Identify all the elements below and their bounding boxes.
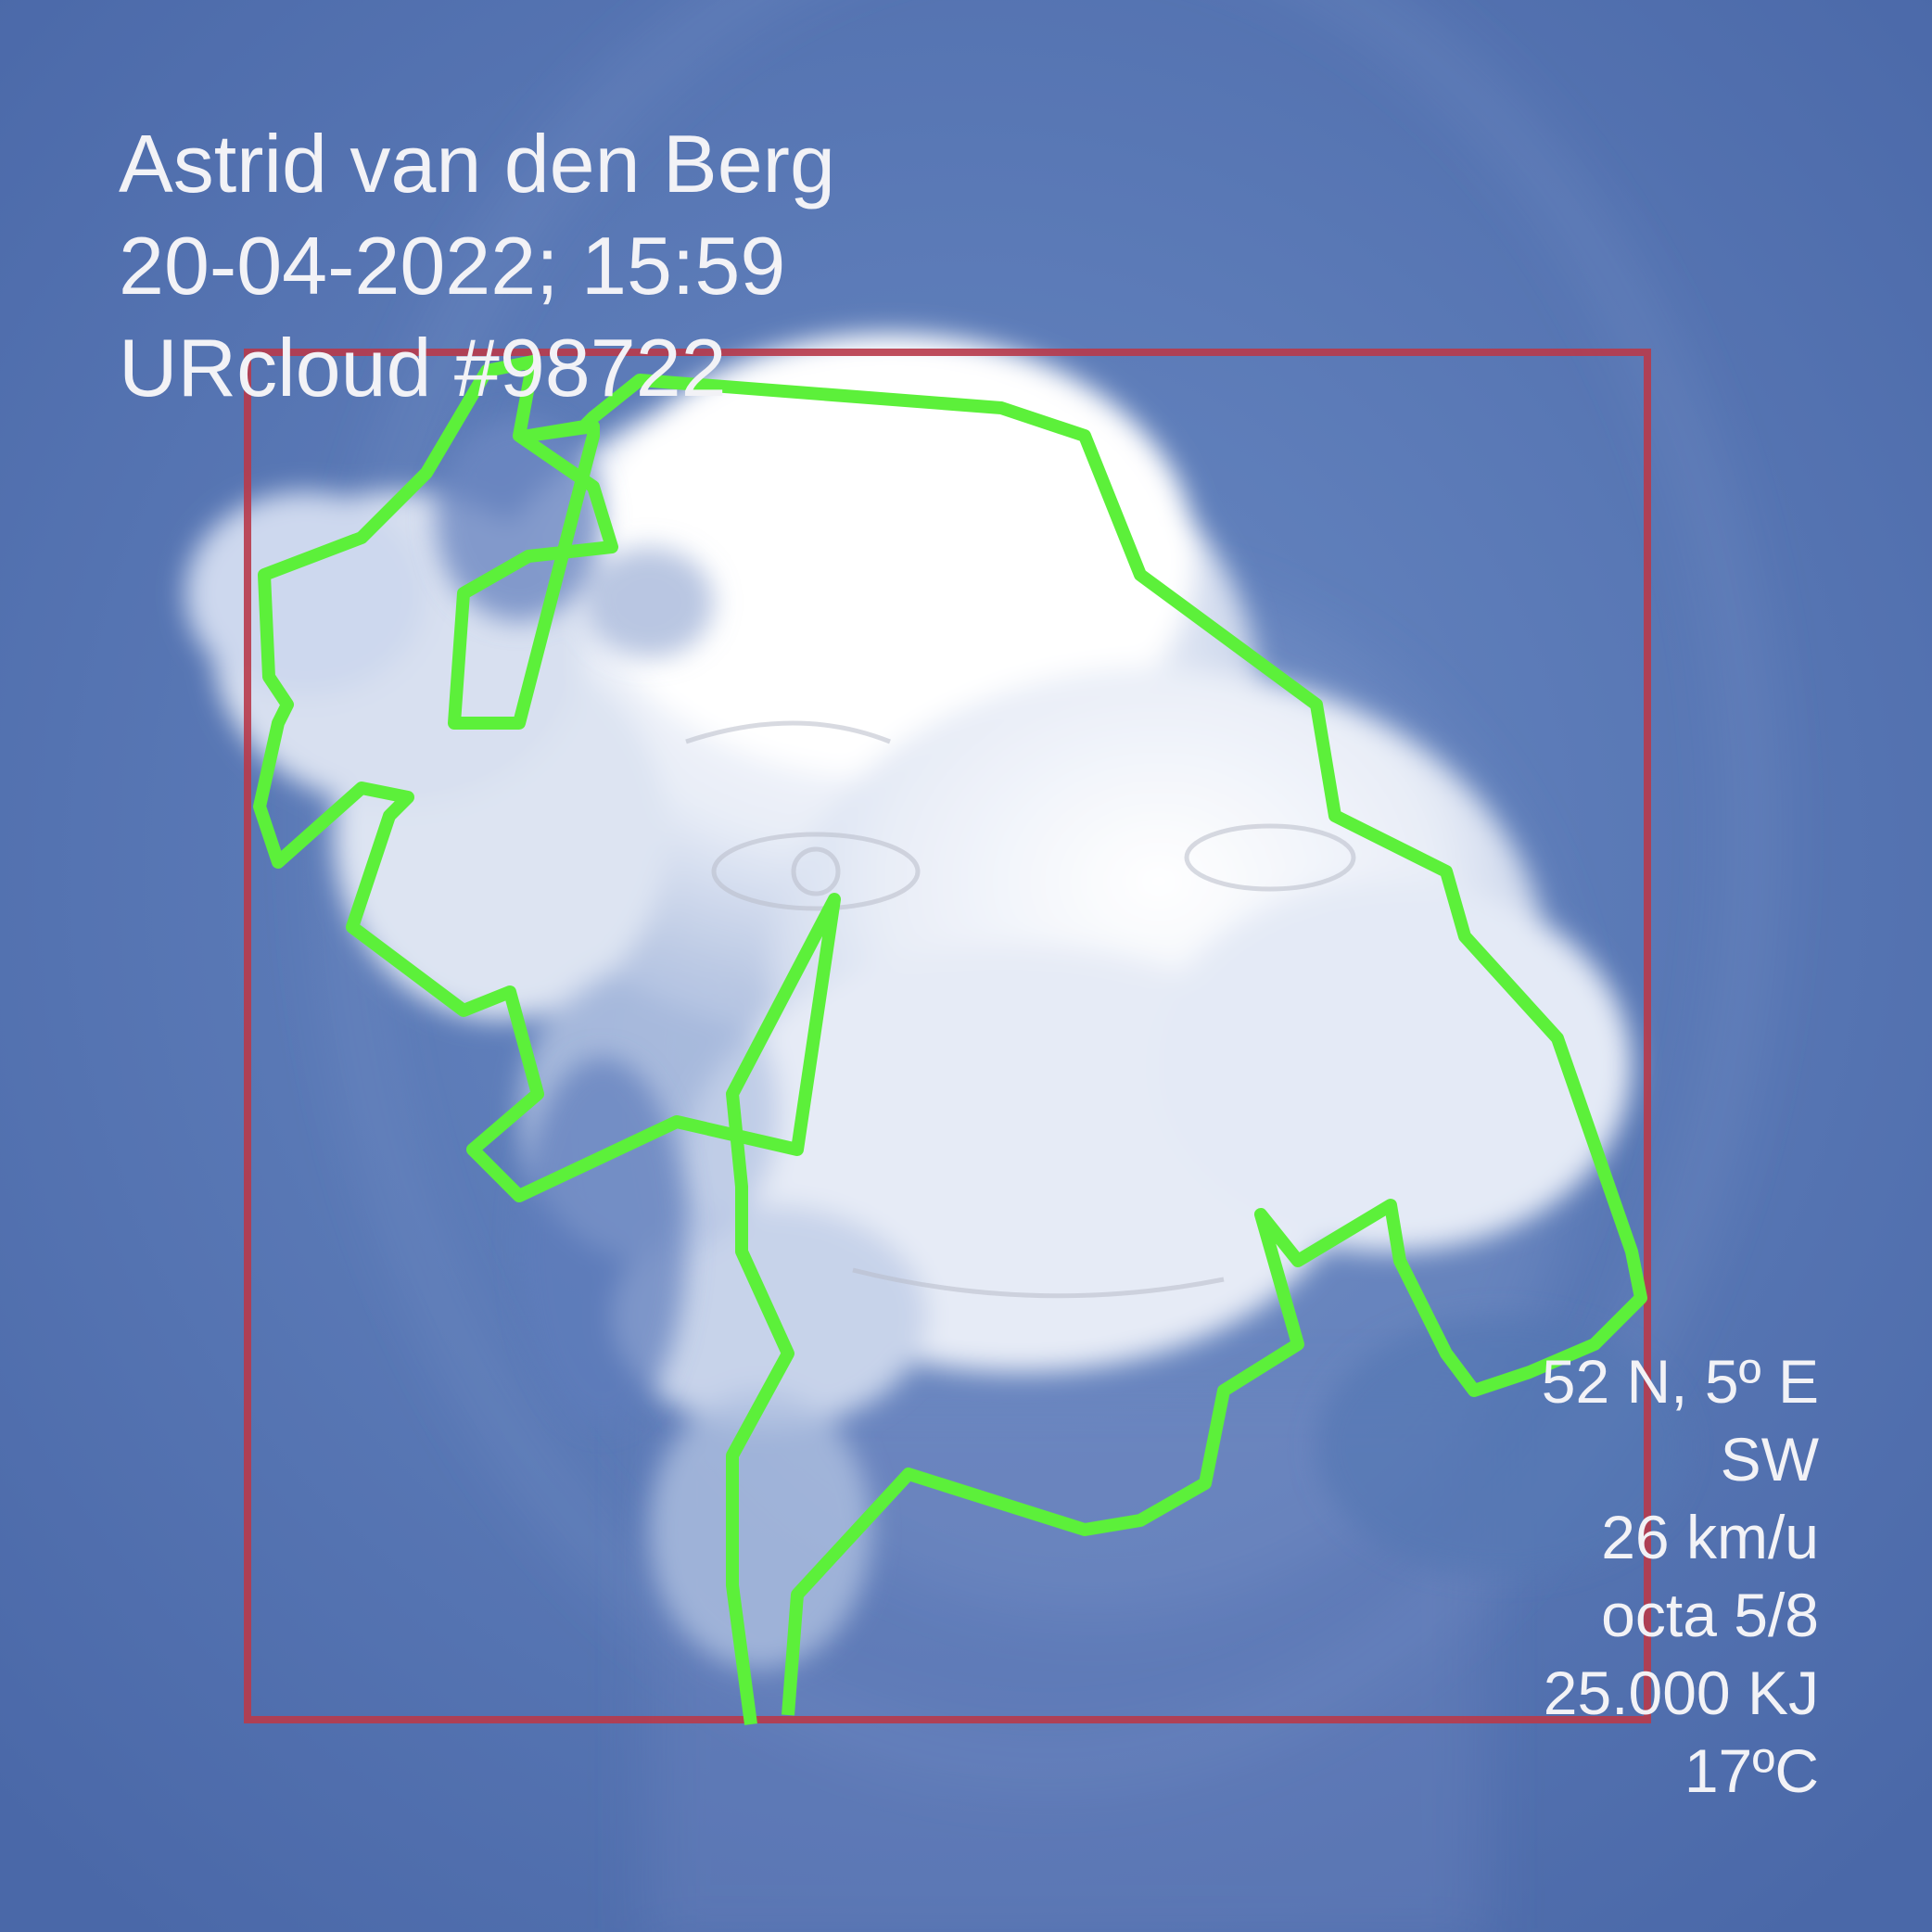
header-text: Astrid van den Berg 20-04-2022; 15:59 UR…: [119, 113, 835, 419]
cloud-outline: [253, 355, 1647, 1725]
cloud-cover: octa 5/8: [1601, 1581, 1819, 1649]
face-features: [685, 720, 1356, 1299]
person-name: Astrid van den Berg: [119, 118, 835, 210]
cloud-id: URcloud #98722: [119, 322, 727, 413]
wind-speed: 26 km/u: [1601, 1503, 1819, 1571]
wind-direction: SW: [1720, 1425, 1819, 1493]
capture-datetime: 20-04-2022; 15:59: [119, 220, 786, 311]
temperature: 17ºC: [1684, 1736, 1819, 1805]
cloud-stats: 52 N, 5º E SW 26 km/u octa 5/8 25.000 KJ…: [1542, 1342, 1819, 1810]
bounding-box: [244, 349, 1651, 1723]
coordinates: 52 N, 5º E: [1541, 1347, 1819, 1416]
energy: 25.000 KJ: [1543, 1659, 1819, 1727]
